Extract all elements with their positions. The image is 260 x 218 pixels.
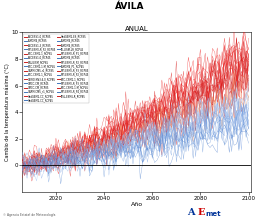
Text: met: met [205,211,221,217]
Text: © Agencia Estatal de Meteorología: © Agencia Estatal de Meteorología [3,213,55,217]
Y-axis label: Cambio de la temperatura máxima (°C): Cambio de la temperatura máxima (°C) [4,63,10,161]
Text: ÁVILA: ÁVILA [115,2,145,11]
Title: ANUAL: ANUAL [125,26,148,32]
Text: E: E [198,208,205,217]
X-axis label: Año: Año [131,202,143,207]
Legend: ACCESS1-0_RCP85, INMCM4_RCP85, ACCESS1-3_RCP85, MPI-ESM-LR_P2_RCP85, BCC-CSM1-1_: ACCESS1-0_RCP85, INMCM4_RCP85, ACCESS1-3… [23,34,89,103]
Text: A: A [187,208,195,217]
